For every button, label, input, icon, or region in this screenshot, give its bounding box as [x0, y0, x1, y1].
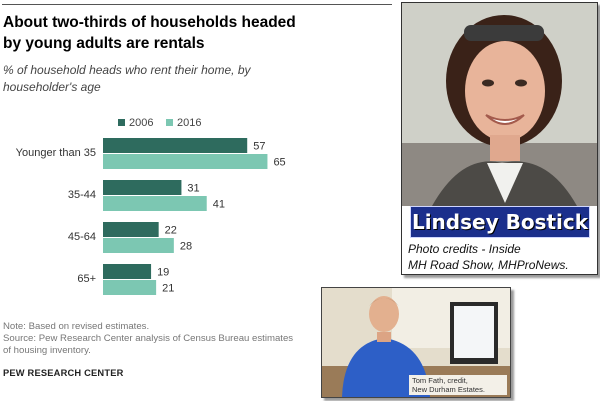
chart-subtitle: % of household heads who rent their home…: [3, 62, 393, 96]
photo-lindsey-bostick: Lindsey Bostick Photo credits - Inside M…: [401, 2, 598, 275]
data-label-2016: 65: [273, 157, 285, 169]
chart-title-line2: by young adults are rentals: [3, 35, 205, 52]
chart-title: About two-thirds of households headed by…: [3, 12, 393, 54]
legend-swatch-2006: [118, 119, 125, 126]
photo-credit: Photo credits - Inside MH Road Show, MHP…: [408, 241, 594, 273]
chart-subtitle-line2: householder's age: [3, 80, 101, 94]
data-label-2006: 57: [253, 141, 265, 153]
data-label-2016: 28: [180, 241, 192, 253]
photo2-credit-line2: New Durham Estates.: [412, 385, 485, 394]
photo2-credit: Tom Fath, credit, New Durham Estates.: [409, 375, 507, 395]
portrait-illustration: [402, 3, 597, 206]
data-label-2006: 19: [157, 267, 169, 279]
category-label: Younger than 35: [16, 147, 96, 159]
chart-note: Note: Based on revised estimates.: [3, 321, 150, 332]
bar-2016: [103, 154, 268, 169]
chart-title-line1: About two-thirds of households headed: [3, 14, 296, 31]
portrait-photo: [402, 3, 597, 206]
legend-label-2016: 2016: [177, 117, 201, 129]
bar-2006: [103, 180, 182, 195]
legend-swatch-2016: [166, 119, 173, 126]
category-label: 35-44: [68, 189, 96, 201]
bar-chart: 2006 2016 Younger than 35 57 65 35-44 31 41 45-6…: [16, 117, 286, 295]
photo-credit-line2: MH Road Show, MHProNews.: [408, 258, 569, 272]
bar-2006: [103, 138, 248, 153]
category-label: 45-64: [68, 231, 96, 243]
category-label: 65+: [77, 273, 96, 285]
data-label-2016: 41: [213, 199, 225, 211]
photo2-credit-line1: Tom Fath, credit,: [412, 376, 468, 385]
bar-2006: [103, 222, 159, 237]
bar-2016: [103, 238, 174, 253]
data-label-2006: 31: [187, 183, 199, 195]
top-rule: [2, 4, 392, 5]
bar-2016: [103, 196, 207, 211]
bar-2006: [103, 264, 152, 279]
name-caption: Lindsey Bostick: [410, 206, 590, 238]
data-label-2016: 21: [162, 283, 174, 295]
bar-2016: [103, 280, 157, 295]
legend-label-2006: 2006: [129, 117, 153, 129]
photo-credit-line1: Photo credits - Inside: [408, 242, 521, 256]
chart-subtitle-line1: % of household heads who rent their home…: [3, 63, 251, 77]
chart-panel: About two-thirds of households headed by…: [2, 4, 393, 378]
source-credit: PEW RESEARCH CENTER: [3, 368, 124, 378]
chart-source-note-cont: of housing inventory.: [3, 345, 91, 356]
data-label-2006: 22: [165, 225, 177, 237]
chart-source-note: Source: Pew Research Center analysis of …: [3, 333, 294, 344]
photo-tom-fath: Tom Fath, credit, New Durham Estates.: [321, 287, 511, 398]
